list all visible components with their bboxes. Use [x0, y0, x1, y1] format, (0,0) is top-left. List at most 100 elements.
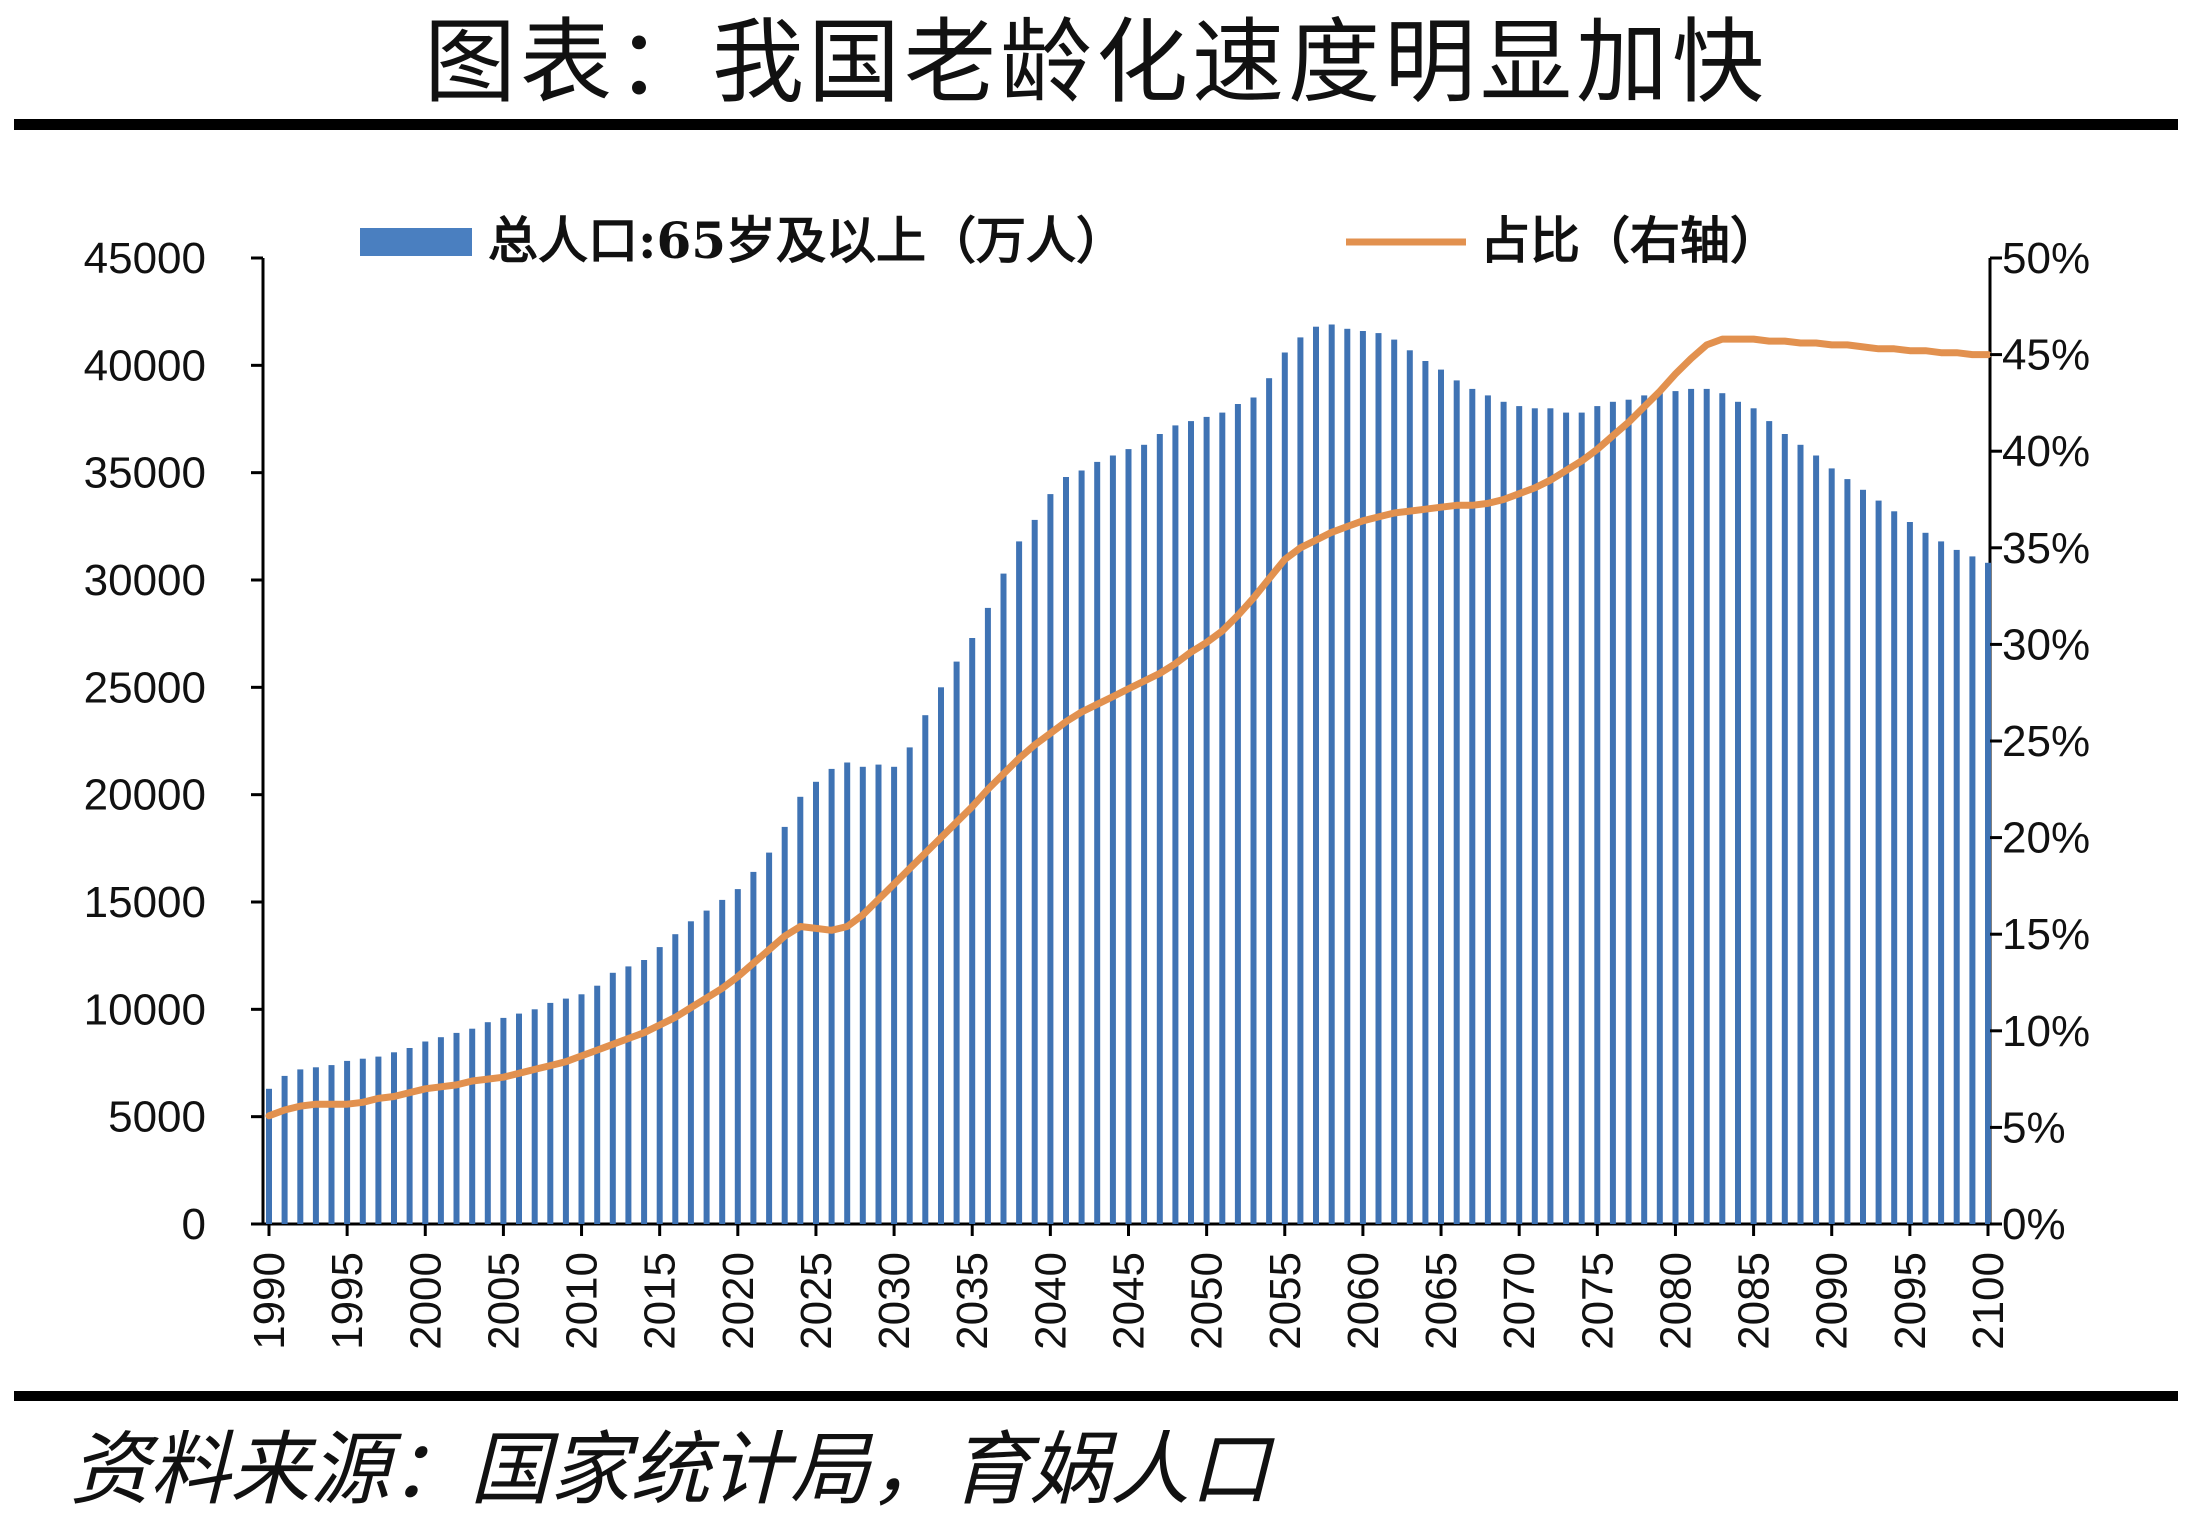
bar-2089: [1813, 455, 1820, 1224]
x-tick-label: 2030: [870, 1252, 919, 1350]
bar-2082: [1703, 388, 1710, 1224]
bar-2071: [1531, 408, 1538, 1224]
bar-2043: [1094, 461, 1101, 1224]
bar-2021: [750, 871, 757, 1224]
bar-2001: [437, 1037, 444, 1224]
bar-2038: [1016, 541, 1023, 1224]
bar-2055: [1281, 352, 1288, 1224]
bar-2088: [1797, 444, 1804, 1224]
x-tick-label: 2025: [792, 1252, 841, 1350]
bar-2077: [1625, 399, 1632, 1224]
bar-1994: [328, 1065, 335, 1224]
x-tick-label: 2090: [1808, 1252, 1857, 1350]
bar-2034: [953, 661, 960, 1224]
bottom-rule: [14, 1391, 2178, 1401]
bar-2060: [1359, 331, 1366, 1224]
bar-2008: [547, 1002, 554, 1224]
right-axis-ticks: 0% 5% 10% 15% 20% 25% 30% 35% 40% 45% 50%: [1990, 234, 2090, 1249]
x-tick-label: 2060: [1339, 1252, 1388, 1350]
bar-1995: [344, 1060, 351, 1224]
bar-2049: [1188, 421, 1194, 1225]
share-line: [265, 335, 1992, 1120]
bar-2073: [1563, 412, 1570, 1225]
right-tick-label: 50%: [2002, 234, 2090, 283]
bar-2069: [1500, 401, 1507, 1224]
bar-2011: [594, 985, 601, 1224]
bar-2092: [1860, 489, 1866, 1224]
x-tick-label: 1990: [245, 1252, 294, 1350]
bar-2020: [734, 889, 741, 1224]
bar-2019: [719, 899, 726, 1224]
bar-2056: [1297, 337, 1304, 1224]
x-tick-label: 2070: [1495, 1252, 1544, 1350]
bar-2022: [766, 852, 773, 1224]
bar-2061: [1375, 333, 1382, 1225]
bar-2090: [1828, 468, 1835, 1224]
bar-2000: [422, 1041, 429, 1224]
bar-2009: [562, 998, 569, 1224]
bar-2040: [1047, 494, 1054, 1225]
x-tick-label: 2020: [714, 1252, 763, 1350]
bar-2036: [984, 607, 991, 1224]
bar-2066: [1453, 380, 1460, 1224]
left-tick-label: 30000: [84, 556, 206, 605]
bar-2075: [1594, 406, 1601, 1225]
bar-1998: [391, 1052, 397, 1224]
bar-2074: [1578, 412, 1585, 1225]
legend-bar-label: 总人口:65岁及以上（万人）: [488, 211, 1126, 270]
bar-2029: [875, 764, 882, 1224]
bar-2091: [1844, 479, 1851, 1225]
bar-2079: [1656, 393, 1663, 1224]
x-tick-label: 2100: [1964, 1252, 2013, 1350]
bar-2015: [656, 947, 663, 1224]
bar-2051: [1219, 412, 1226, 1225]
x-tick-label: 2035: [948, 1252, 997, 1350]
left-tick-label: 5000: [108, 1093, 206, 1142]
bar-2025: [813, 781, 819, 1224]
bar-1990: [266, 1088, 272, 1224]
bar-2058: [1328, 324, 1335, 1224]
right-tick-label: 25%: [2002, 717, 2090, 766]
bar-2086: [1766, 421, 1773, 1225]
bar-2062: [1391, 339, 1398, 1225]
x-tick-label: 2000: [401, 1252, 450, 1350]
right-tick-label: 15%: [2002, 910, 2090, 959]
left-tick-label: 10000: [84, 985, 206, 1034]
figure-title: 图表：我国老龄化速度明显加快: [423, 9, 1768, 116]
line-series: [265, 335, 1992, 1120]
bar-2093: [1875, 500, 1882, 1225]
x-tick-label: 2015: [636, 1252, 685, 1350]
bar-2098: [1953, 549, 1960, 1224]
left-axis-ticks: 0 5000 10000 15000 20000 25000 30000 35000 40000…: [84, 234, 263, 1249]
bar-2099: [1969, 556, 1976, 1224]
x-tick-label: 2065: [1417, 1252, 1466, 1350]
left-tick-label: 15000: [84, 878, 206, 927]
left-tick-label: 45000: [84, 234, 206, 283]
bar-2076: [1609, 401, 1616, 1224]
bar-2094: [1891, 511, 1898, 1224]
bar-2097: [1938, 541, 1945, 1224]
bar-2031: [906, 747, 913, 1224]
bar-2035: [969, 638, 976, 1224]
bar-2050: [1203, 416, 1210, 1224]
bar-2033: [938, 687, 944, 1224]
bar-2100: [1985, 562, 1991, 1224]
bar-2057: [1313, 326, 1319, 1224]
bar-2053: [1250, 397, 1257, 1224]
bar-2045: [1125, 449, 1132, 1225]
bar-2002: [453, 1032, 460, 1224]
bar-2044: [1109, 455, 1116, 1224]
bar-2017: [687, 921, 694, 1224]
x-tick-label: 2005: [479, 1252, 528, 1350]
bar-2080: [1672, 391, 1679, 1225]
bar-2030: [891, 766, 898, 1224]
x-tick-label: 2055: [1261, 1252, 1310, 1350]
left-tick-label: 0: [182, 1200, 206, 1249]
x-tick-label: 2050: [1183, 1252, 1232, 1350]
bar-2083: [1719, 393, 1726, 1224]
x-tick-label: 2095: [1886, 1252, 1935, 1350]
right-tick-label: 5%: [2002, 1103, 2066, 1152]
bar-series: [266, 324, 1991, 1225]
bar-2063: [1406, 350, 1413, 1224]
